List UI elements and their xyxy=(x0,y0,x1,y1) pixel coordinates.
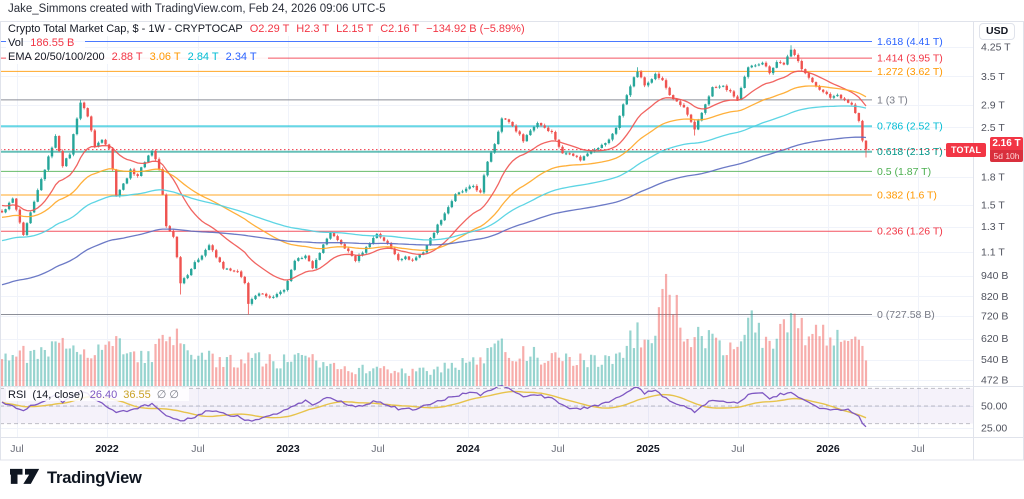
tradingview-logo-text: TradingView xyxy=(47,468,142,487)
ohlc-low: L2.15 T xyxy=(336,23,374,35)
price-tick-label: 1.8 T xyxy=(981,172,1005,184)
rsi-legend-row[interactable]: RSI (14, close) 26.40 36.55 ∅ ∅ xyxy=(6,388,189,401)
fib-retracement-lines: 1.618 (4.41 T) 1.414 (3.95 T)1.272 (3.62 … xyxy=(0,36,943,321)
tradingview-logo[interactable]: TradingView xyxy=(10,467,142,489)
fib-level-label: 1.414 (3.95 T) xyxy=(877,53,943,65)
symbol-legend-row[interactable]: Crypto Total Market Cap, $ - 1W - CRYPTO… xyxy=(6,22,536,36)
fib-level-label: 1.618 (4.41 T) xyxy=(877,36,943,48)
fib-level-label: 0.5 (1.87 T) xyxy=(877,166,931,178)
ohlc-high: H2.3 T xyxy=(296,23,330,35)
ema100-value: 2.84 T xyxy=(187,51,219,63)
time-tick-label: Jul xyxy=(731,443,744,455)
price-axis[interactable]: 4.25 T 3.5 T 2.9 T 2.5 T 1.8 T 1.5 T 1.3 T 1.1 … xyxy=(981,42,1011,435)
price-tick-label: 540 B xyxy=(981,354,1008,366)
fib-level-label: 1 (3 T) xyxy=(877,94,908,106)
time-tick-label: 2025 xyxy=(636,443,660,455)
time-tick-label: 2022 xyxy=(95,443,119,455)
fib-level-label: 0.618 (2.13 T) xyxy=(877,146,943,158)
time-tick-label: 2023 xyxy=(276,443,300,455)
rsi-lines xyxy=(1,385,867,428)
time-tick-label: Jul xyxy=(371,443,384,455)
fib-level-label: 0.786 (2.52 T) xyxy=(877,121,943,133)
fib-level-label: 0 (727.58 B) xyxy=(877,309,935,321)
rsi-hidden-plots: ∅ ∅ xyxy=(156,389,179,401)
rsi-line xyxy=(1,385,867,428)
price-tick-label: 472 B xyxy=(981,375,1008,387)
price-tick-label: 1.1 T xyxy=(981,246,1005,258)
time-tick-label: Jul xyxy=(551,443,564,455)
price-tick-label: 2.9 T xyxy=(981,99,1005,111)
ema-label: EMA 20/50/100/200 xyxy=(8,51,105,63)
candlestick-series xyxy=(0,45,868,315)
last-price-badge: 2.16 T 5d 10h xyxy=(990,137,1023,162)
price-tick-label: 2.5 T xyxy=(981,122,1005,134)
price-tick-label: 1.5 T xyxy=(981,199,1005,211)
grid-lines xyxy=(0,22,973,437)
rsi-ma-value: 36.55 xyxy=(123,389,151,401)
time-axis[interactable]: Jul 2022 Jul 2023 Jul 2024 Jul 2025 Jul 2026 Jul xyxy=(10,443,924,455)
rsi-tick-label: 50.00 xyxy=(981,401,1007,413)
ohlc-close: C2.16 T xyxy=(380,23,420,35)
rsi-ma-line xyxy=(1,390,867,419)
time-tick-label: Jul xyxy=(191,443,204,455)
rsi-value: 26.40 xyxy=(89,389,118,401)
price-tick-label: 820 B xyxy=(981,291,1008,303)
ohlc-open: O2.29 T xyxy=(249,23,290,35)
attribution-text: Jake_Simmons created with TradingView.co… xyxy=(8,3,386,15)
ema20-value: 2.88 T xyxy=(111,51,143,63)
last-price-value: 2.16 T xyxy=(992,138,1021,149)
ema200-line xyxy=(1,136,867,286)
price-tick-label: 620 B xyxy=(981,333,1008,345)
volume-bars xyxy=(0,273,868,386)
currency-toggle[interactable]: USD xyxy=(979,23,1016,40)
fib-level-label: 0.382 (1.6 T) xyxy=(877,190,937,202)
ema20-line xyxy=(1,70,867,281)
rsi-params: (14, close) xyxy=(32,389,84,401)
time-tick-label: 2026 xyxy=(816,443,840,455)
price-tick-label: 940 B xyxy=(981,270,1008,282)
ema50-value: 3.06 T xyxy=(149,51,181,63)
price-tick-label: 4.25 T xyxy=(981,42,1011,54)
volume-value: 186.55 B xyxy=(30,37,75,49)
time-tick-label: 2024 xyxy=(456,443,480,455)
volume-label: Vol xyxy=(8,37,24,49)
bar-countdown: 5d 10h xyxy=(990,150,1023,162)
fib-level-label: 0.236 (1.26 T) xyxy=(877,226,943,238)
ema200-value: 2.34 T xyxy=(225,51,257,63)
tradingview-logo-icon xyxy=(10,468,40,484)
price-tick-label: 720 B xyxy=(981,311,1008,323)
rsi-tick-label: 25.00 xyxy=(981,423,1007,435)
time-tick-label: Jul xyxy=(911,443,924,455)
time-tick-label: Jul xyxy=(10,443,23,455)
ema100-line xyxy=(1,105,867,242)
rsi-label: RSI xyxy=(8,389,27,401)
price-tick-label: 1.3 T xyxy=(981,221,1005,233)
ema50-line xyxy=(1,85,867,251)
ema-legend-row[interactable]: EMA 20/50/100/200 2.88 T 3.06 T 2.84 T 2.34 … xyxy=(6,50,268,64)
symbol-title: Crypto Total Market Cap, $ - 1W - CRYPTO… xyxy=(8,23,243,35)
fib-level-label: 1.272 (3.62 T) xyxy=(877,66,943,78)
symbol-price-tag: TOTAL xyxy=(946,143,987,157)
price-tick-label: 3.5 T xyxy=(981,71,1005,83)
ohlc-change: −134.92 B (−5.89%) xyxy=(426,23,525,35)
pane-borders xyxy=(0,21,1024,461)
ema-lines xyxy=(1,70,867,286)
volume-legend-row[interactable]: Vol 186.55 B xyxy=(6,36,86,50)
